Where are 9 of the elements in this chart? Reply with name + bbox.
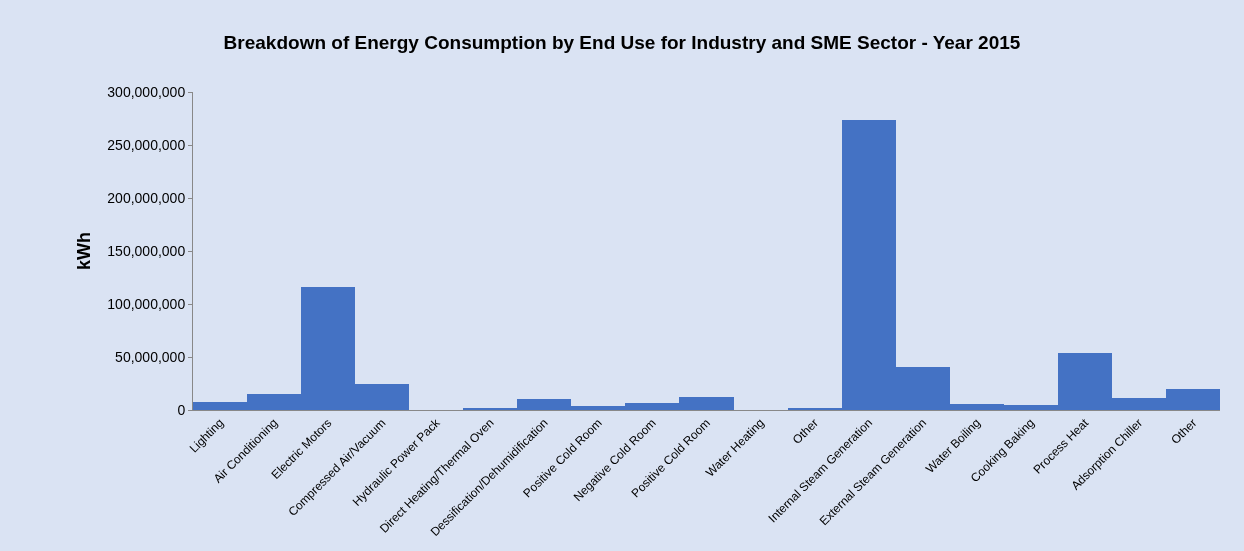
y-tick-label: 250,000,000: [107, 136, 186, 153]
chart-title: Breakdown of Energy Consumption by End Use for Industry and SME Sector - Year 2015: [223, 32, 1021, 54]
y-tick-label: 100,000,000: [107, 295, 186, 312]
y-tick-label: 150,000,000: [107, 242, 186, 259]
y-tick-label: 200,000,000: [107, 189, 186, 206]
y-tick-label: 0: [177, 401, 186, 418]
y-tick-label: 300,000,000: [107, 83, 186, 100]
y-axis-title: kWh: [73, 232, 94, 270]
y-tick-label: 50,000,000: [115, 348, 186, 365]
